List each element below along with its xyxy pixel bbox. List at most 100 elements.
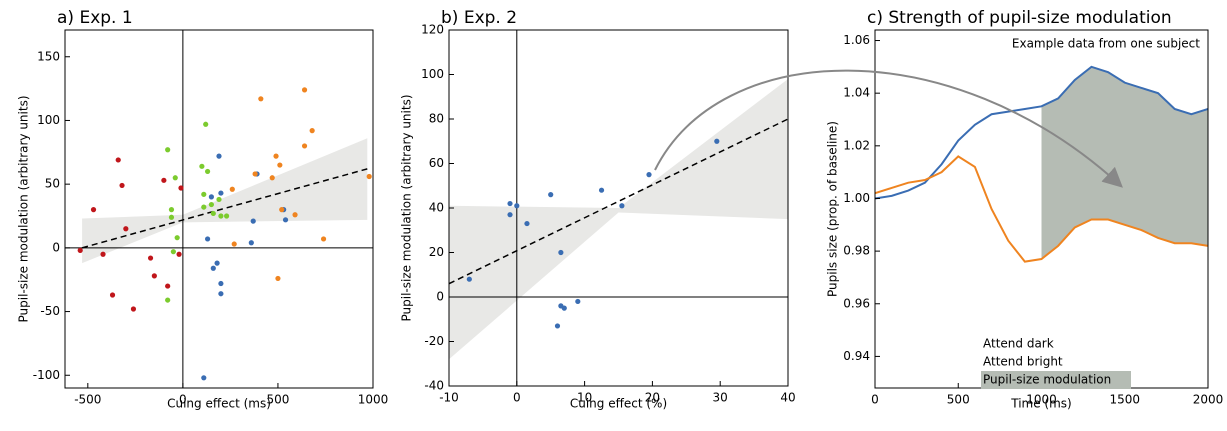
point (172, 175, 178, 181)
y-tick-label: 0.98 (843, 244, 870, 258)
x-tick-label: 30 (713, 391, 728, 405)
point (229, 186, 235, 192)
y-tick-label: 1.00 (843, 191, 870, 205)
point (269, 175, 275, 181)
x-axis-label: Time (ms) (1010, 397, 1072, 411)
arrow (654, 69, 1123, 188)
point (301, 87, 308, 93)
fit-line (448, 118, 789, 285)
legend-swatch (981, 371, 1131, 389)
y-tick-label: -20 (424, 334, 444, 348)
x-tick-label: 1000 (1026, 393, 1057, 407)
point (524, 220, 530, 227)
point (598, 187, 605, 193)
point (714, 138, 720, 144)
y-tick-label: 0 (52, 240, 60, 254)
point (275, 275, 281, 282)
y-tick-label: -40 (424, 379, 444, 393)
chart-title: b) Exp. 2 (441, 8, 517, 28)
point (204, 168, 211, 175)
point (201, 191, 207, 197)
y-tick-label: -50 (40, 304, 60, 318)
point (558, 249, 564, 256)
point (218, 280, 224, 287)
charts: a) Exp. 1 Cuing effect (ms) Pupil-size mod… (17, 8, 1224, 411)
y-tick-label: 0.96 (843, 296, 870, 310)
y-axis-label: Pupils size (prop. of baseline) (826, 121, 840, 297)
series-line (874, 155, 1209, 263)
point (123, 226, 129, 232)
x-tick-label: 2000 (1193, 393, 1224, 407)
y-tick-label: 20 (429, 245, 444, 259)
y-tick-label: 100 (421, 67, 444, 81)
point (115, 157, 121, 163)
y-tick-label: 40 (429, 201, 444, 215)
point (258, 96, 264, 102)
point (575, 298, 581, 305)
legend-entry: Attend dark (983, 337, 1054, 351)
point (204, 236, 211, 242)
point (548, 192, 554, 198)
y-tick-label: -100 (33, 368, 60, 382)
point (77, 247, 83, 254)
point (201, 375, 207, 381)
legend-entry: Attend bright (983, 355, 1063, 369)
point (646, 172, 652, 178)
x-tick-label: 0 (179, 393, 187, 407)
point (514, 203, 520, 209)
y-axis-label: Pupil-size modulation (arbitrary units) (17, 95, 31, 322)
point (178, 185, 184, 191)
point (165, 297, 171, 303)
point (174, 235, 180, 241)
point (208, 194, 214, 200)
point (366, 173, 372, 180)
y-tick-label: 1.02 (843, 138, 870, 152)
y-tick-label: 80 (429, 112, 444, 126)
point (320, 236, 327, 242)
point (168, 207, 175, 213)
confidence-band (449, 78, 788, 360)
point (170, 249, 176, 255)
annotation: Example data from one subject (1012, 37, 1200, 51)
point (231, 241, 237, 247)
x-tick-label: 20 (645, 391, 660, 405)
x-tick-label: 1500 (1109, 393, 1140, 407)
point (279, 207, 285, 213)
point (199, 163, 205, 169)
point (165, 147, 171, 153)
chart-title: a) Exp. 1 (57, 8, 133, 28)
point (203, 121, 209, 127)
x-tick-label: 40 (780, 391, 795, 405)
point (466, 276, 472, 282)
x-tick-label: 500 (947, 393, 970, 407)
point (214, 260, 220, 266)
point (248, 240, 254, 246)
point (119, 182, 125, 189)
confidence-band (82, 138, 368, 264)
point (250, 218, 256, 224)
y-tick-label: 1.04 (843, 86, 870, 100)
point (292, 212, 298, 218)
point (277, 162, 283, 168)
point (216, 196, 222, 203)
y-tick-label: 150 (37, 49, 60, 63)
point (252, 171, 258, 177)
point (210, 265, 216, 271)
point (100, 251, 106, 257)
point (554, 323, 561, 329)
point (619, 203, 625, 209)
x-tick-label: 10 (577, 391, 592, 405)
x-tick-label: 0 (871, 393, 879, 407)
point (168, 214, 175, 220)
x-axis-label: Cuing effect (ms) (167, 397, 271, 411)
point (161, 177, 167, 183)
y-tick-label: 50 (45, 177, 60, 191)
point (208, 201, 214, 208)
point (210, 210, 216, 217)
legend-entry: Pupil-size modulation (983, 373, 1111, 387)
point (201, 204, 207, 210)
x-tick-label: 1000 (358, 393, 389, 407)
point (109, 292, 116, 298)
